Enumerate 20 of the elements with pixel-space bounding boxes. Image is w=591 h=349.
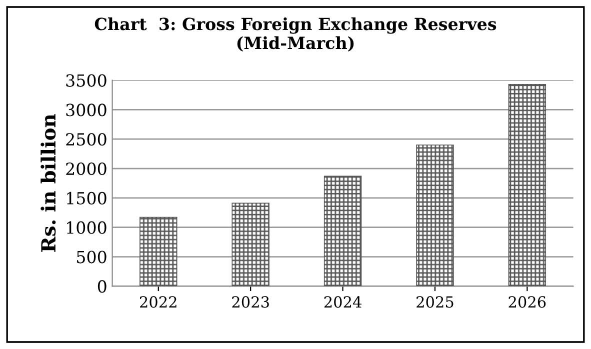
y-tick-label: 2000 (66, 162, 106, 176)
y-tick-label: 3500 (66, 74, 106, 87)
y-tick-label: 2500 (66, 133, 106, 146)
bar (324, 176, 362, 286)
x-tick-label: 2026 (508, 296, 546, 308)
chart-title: Chart 3: Gross Foreign Exchange Reserves (Mid-March) (94, 17, 496, 52)
x-tick-label: 2024 (324, 296, 362, 308)
bar (232, 202, 270, 286)
y-axis-title: Rs. in billion (40, 114, 56, 252)
x-tick-label: 2025 (416, 296, 454, 308)
x-tick-label: 2023 (232, 296, 269, 308)
y-tick-label: 1000 (67, 221, 106, 234)
y-tick-label: 0 (98, 280, 106, 293)
y-tick-label: 3000 (66, 104, 106, 116)
bar (140, 216, 178, 286)
bar (508, 84, 546, 286)
bar (416, 144, 454, 286)
x-tick-label: 2022 (140, 296, 176, 308)
y-tick-label: 500 (77, 250, 106, 264)
y-tick-label: 1500 (67, 192, 106, 204)
